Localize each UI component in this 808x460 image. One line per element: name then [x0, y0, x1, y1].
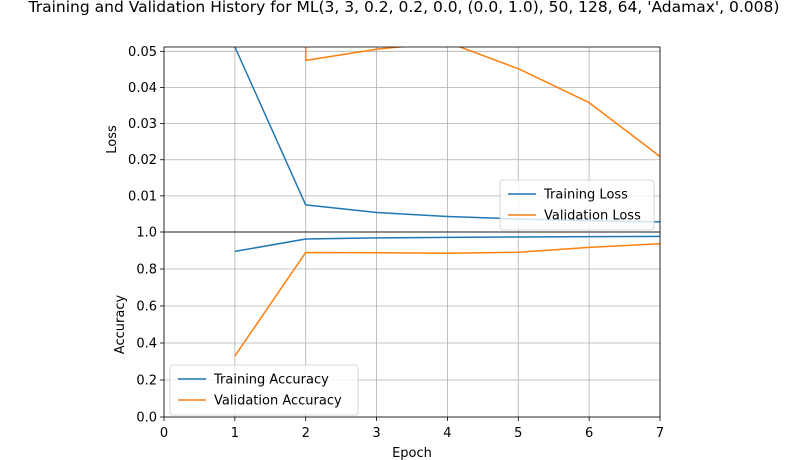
chart-title: Training and Validation History for ML(3… [28, 0, 780, 16]
x-tick-label: 1 [231, 426, 239, 441]
accuracy-lines [234, 235, 660, 357]
loss-legend: Training Loss Validation Loss [499, 179, 655, 231]
accuracy-panel: 0.0 0.2 0.4 0.6 0.8 1.0 0 1 2 3 4 5 6 7 Accuracy Epo… [113, 226, 664, 460]
accuracy-y-tick-label: 1.0 [136, 226, 157, 241]
x-tick-label: 6 [585, 426, 593, 441]
legend-label-validation-loss: Validation Loss [544, 209, 641, 224]
accuracy-legend: Training Accuracy Validation Accuracy [169, 364, 359, 416]
x-tick-label: 0 [160, 426, 168, 441]
accuracy-y-tick-label: 0.6 [136, 300, 157, 315]
legend-label-validation-accuracy: Validation Accuracy [214, 394, 342, 409]
legend-label-training-accuracy: Training Accuracy [213, 373, 329, 388]
loss-y-tick-label: 0.02 [128, 153, 157, 168]
accuracy-frame [163, 231, 661, 418]
legend-label-training-loss: Training Loss [543, 188, 628, 203]
loss-y-tick-label: 0.04 [128, 81, 157, 96]
accuracy-y-tick-label: 0.4 [136, 337, 157, 352]
validation-accuracy-line [234, 242, 660, 357]
training-accuracy-line [234, 235, 660, 253]
x-axis-label: Epoch [392, 446, 432, 460]
x-tick-label: 5 [514, 426, 522, 441]
loss-panel: 0.01 0.02 0.03 0.04 0.05 Loss Training Loss V… [105, 45, 661, 233]
loss-grid [163, 47, 661, 232]
x-tick-label: 3 [372, 426, 380, 441]
accuracy-y-tick-label: 0.2 [136, 374, 157, 389]
accuracy-x-ticks: 0 1 2 3 4 5 6 7 [160, 417, 664, 441]
accuracy-y-tick-label: 0.0 [136, 411, 157, 426]
x-tick-label: 4 [443, 426, 451, 441]
x-tick-label: 7 [656, 426, 664, 441]
loss-y-ticks: 0.01 0.02 0.03 0.04 0.05 [128, 45, 164, 204]
accuracy-y-ticks: 0.0 0.2 0.4 0.6 0.8 1.0 [136, 226, 164, 426]
loss-y-tick-label: 0.01 [128, 189, 157, 204]
legend-box [169, 364, 359, 416]
loss-y-tick-label: 0.03 [128, 117, 157, 132]
accuracy-y-label: Accuracy [113, 295, 128, 355]
x-tick-label: 2 [302, 426, 310, 441]
accuracy-y-tick-label: 0.8 [136, 263, 157, 278]
legend-box [499, 179, 655, 231]
loss-y-label: Loss [105, 125, 120, 154]
loss-y-tick-label: 0.05 [128, 45, 157, 60]
validation-loss-line [304, 47, 660, 158]
